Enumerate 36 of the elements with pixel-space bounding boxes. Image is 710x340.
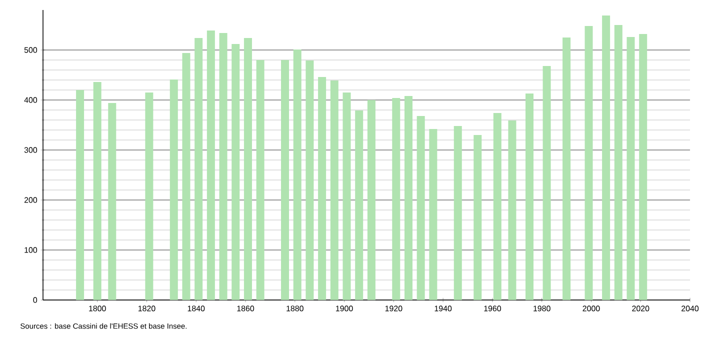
bar xyxy=(256,60,264,300)
bar xyxy=(293,50,302,300)
bar xyxy=(194,38,203,300)
bar xyxy=(330,80,338,300)
bar xyxy=(639,34,648,300)
bar xyxy=(367,100,376,300)
bar xyxy=(474,135,482,300)
bar xyxy=(306,60,314,300)
bar xyxy=(206,30,215,300)
bar xyxy=(342,92,351,300)
bar xyxy=(145,92,154,300)
bar xyxy=(93,82,102,300)
bar xyxy=(108,103,116,300)
bar xyxy=(244,38,252,300)
bar xyxy=(429,129,438,300)
bar xyxy=(281,60,290,300)
bar xyxy=(602,16,610,300)
bar xyxy=(454,126,462,300)
bar xyxy=(76,90,84,300)
bar xyxy=(404,96,412,300)
bar xyxy=(525,94,534,300)
bar xyxy=(508,120,516,300)
bar xyxy=(318,77,326,300)
bar xyxy=(182,53,190,300)
bar xyxy=(562,38,571,300)
bar xyxy=(493,113,502,300)
bar xyxy=(355,110,364,300)
bar xyxy=(416,116,425,300)
bar xyxy=(392,98,400,300)
bar xyxy=(170,80,178,300)
bar xyxy=(232,44,240,300)
bar xyxy=(542,66,551,300)
bar xyxy=(614,25,622,300)
bar xyxy=(219,33,228,300)
bar xyxy=(584,26,593,300)
bar xyxy=(626,37,635,300)
